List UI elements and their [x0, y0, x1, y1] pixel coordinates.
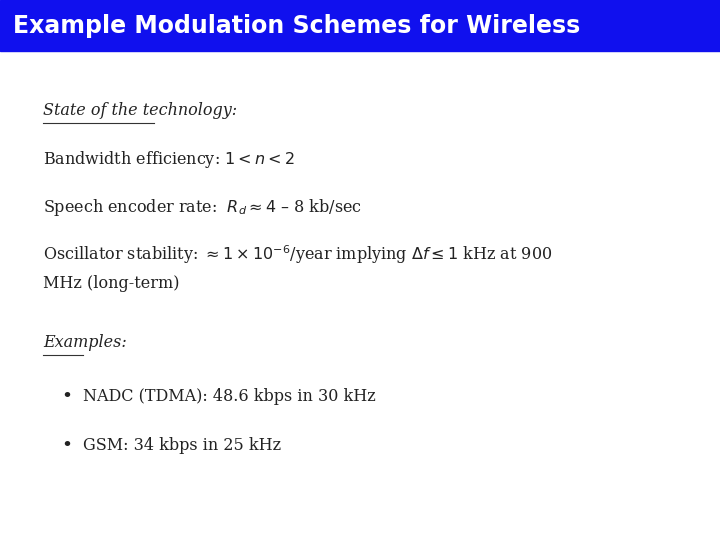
Text: Example Modulation Schemes for Wireless: Example Modulation Schemes for Wireless [13, 14, 580, 38]
Text: Examples:: Examples: [43, 334, 127, 352]
Text: Bandwidth efficiency: $1 < n < 2$: Bandwidth efficiency: $1 < n < 2$ [43, 149, 294, 170]
FancyBboxPatch shape [0, 0, 720, 51]
Text: •: • [61, 388, 72, 406]
Text: NADC (TDMA): 48.6 kbps in 30 kHz: NADC (TDMA): 48.6 kbps in 30 kHz [83, 388, 376, 406]
Text: Oscillator stability: $\approx 1 \times 10^{-6}$/year implying $\Delta f \leq 1$: Oscillator stability: $\approx 1 \times … [43, 243, 552, 292]
Text: GSM: 34 kbps in 25 kHz: GSM: 34 kbps in 25 kHz [83, 437, 281, 454]
Text: State of the technology:: State of the technology: [43, 102, 238, 119]
Text: •: • [61, 436, 72, 455]
Text: Speech encoder rate:  $R_d \approx 4$ – 8 kb/sec: Speech encoder rate: $R_d \approx 4$ – 8… [43, 198, 362, 218]
